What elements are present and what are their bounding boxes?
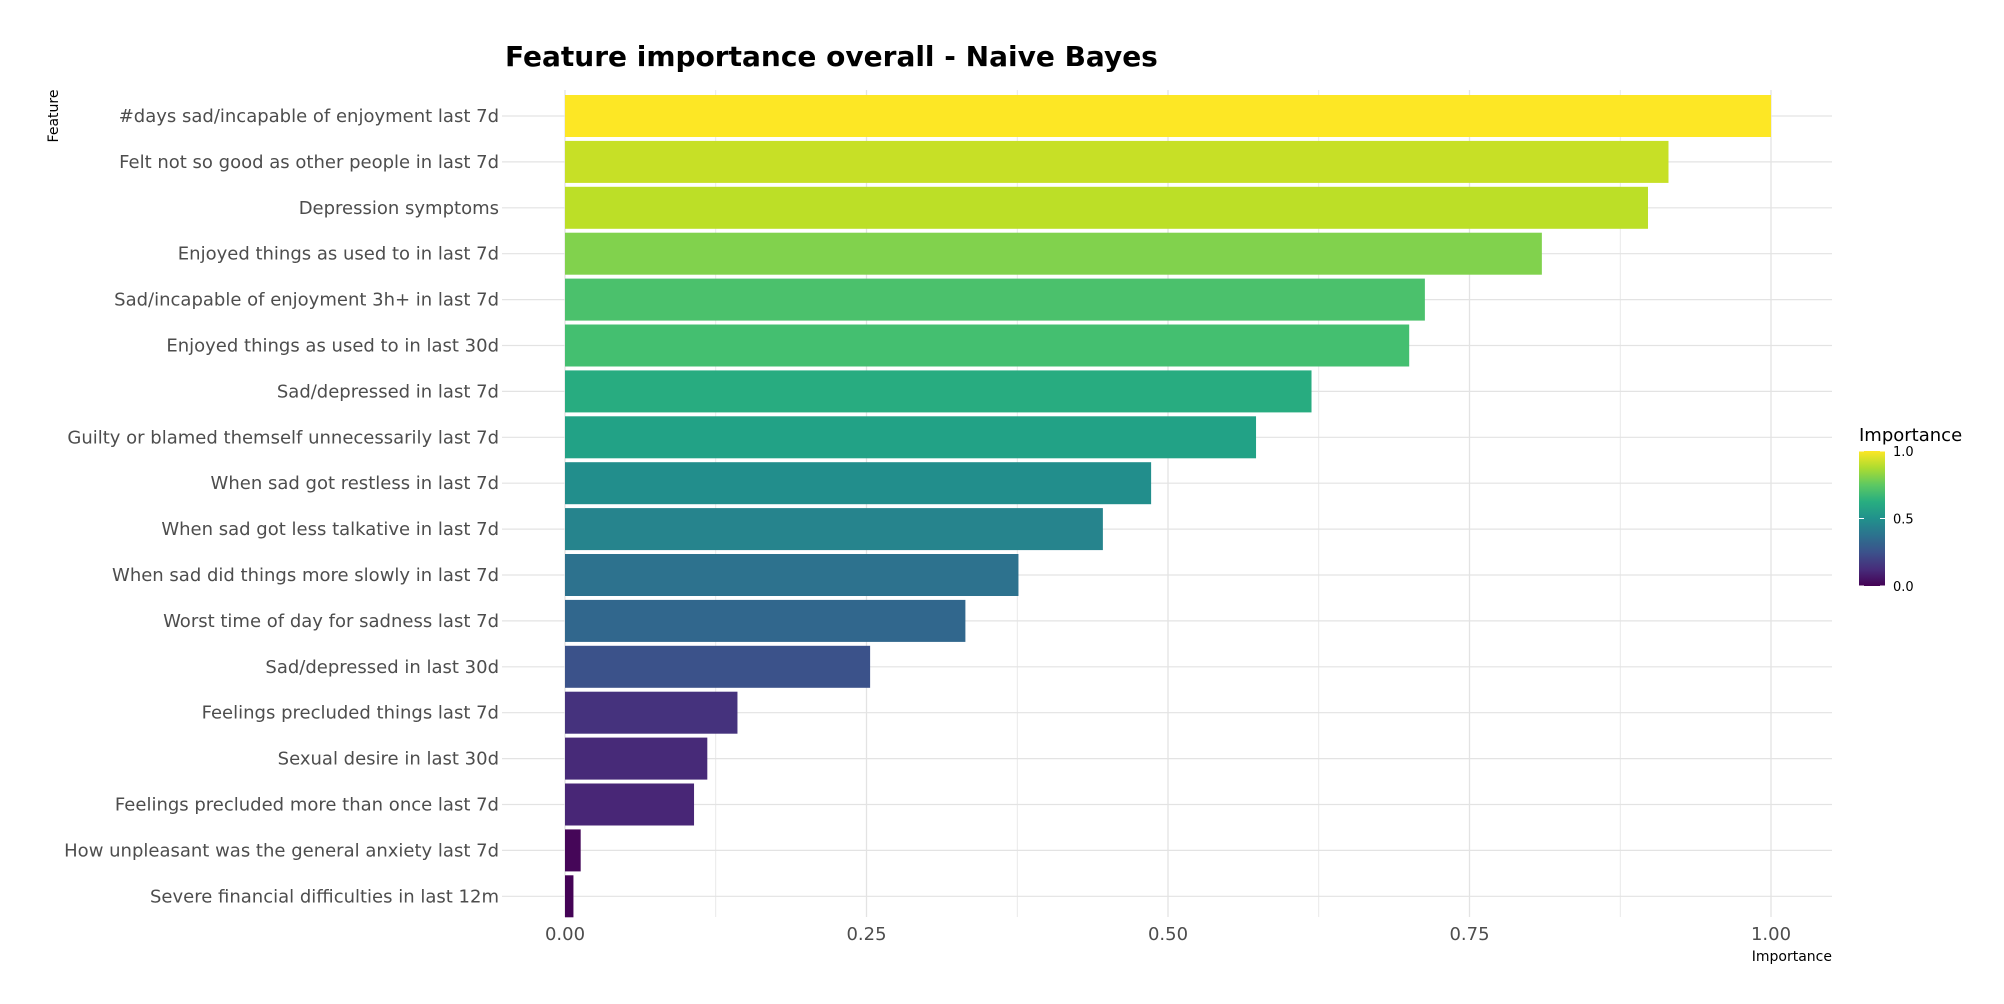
x-tick-label: 0.00 [545,924,585,945]
x-tick-label: 0.50 [1148,924,1188,945]
bar [565,462,1152,505]
category-label: Sad/incapable of enjoyment 3h+ in last 7… [114,290,499,311]
bar [565,416,1257,459]
bar [565,599,966,642]
legend-tick-label: 0.0 [1893,580,1914,595]
bar [565,829,581,872]
bar [565,186,1648,229]
category-label: How unpleasant was the general anxiety l… [64,840,499,861]
bar [565,783,695,826]
x-axis-ticks: 0.00 0.25 0.50 0.75 1.00 [545,924,1791,945]
bar [565,370,1312,413]
category-label: When sad got less talkative in last 7d [161,519,499,540]
bar [565,232,1542,275]
category-label: Guilty or blamed themself unnecessarily … [67,427,499,448]
bar [565,645,871,688]
category-labels: #days sad/incapable of enjoyment last 7d… [64,106,499,907]
category-label: Sexual desire in last 30d [278,749,499,770]
y-axis-title: Feature [46,90,62,143]
bar [565,140,1669,183]
category-label: Enjoyed things as used to in last 7d [178,244,499,265]
bar [565,691,738,734]
x-axis-title: Importance [1752,949,1832,965]
category-label: Enjoyed things as used to in last 30d [166,336,499,357]
bar [565,95,1771,137]
x-tick-label: 1.00 [1751,924,1791,945]
category-label: Severe financial difficulties in last 12… [150,886,499,907]
bar [565,278,1425,321]
legend-tick-label: 0.5 [1893,513,1914,528]
category-label: Feelings precluded things last 7d [202,703,499,724]
bars [565,95,1771,918]
category-label: #days sad/incapable of enjoyment last 7d [119,106,499,127]
category-label: Felt not so good as other people in last… [119,152,499,173]
chart-title: Feature importance overall - Naive Bayes [505,40,1158,73]
bar [565,324,1410,367]
category-label: Feelings precluded more than once last 7… [115,795,499,816]
category-label: Sad/depressed in last 7d [277,381,499,402]
legend-tick-label: 1.0 [1893,445,1914,460]
x-tick-label: 0.75 [1449,924,1489,945]
legend-title: Importance [1859,425,1962,446]
bar [565,554,1019,596]
category-label: When sad did things more slowly in last … [112,565,499,586]
category-label: Sad/depressed in last 30d [265,657,499,678]
category-label: When sad got restless in last 7d [211,473,499,494]
bar [565,737,708,780]
bar [565,508,1103,551]
x-tick-label: 0.25 [846,924,886,945]
legend: Importance 0.0 0.5 1.0 [1859,425,1962,595]
category-label: Worst time of day for sadness last 7d [163,611,499,632]
category-label: Depression symptoms [299,198,499,219]
bar [565,875,574,918]
